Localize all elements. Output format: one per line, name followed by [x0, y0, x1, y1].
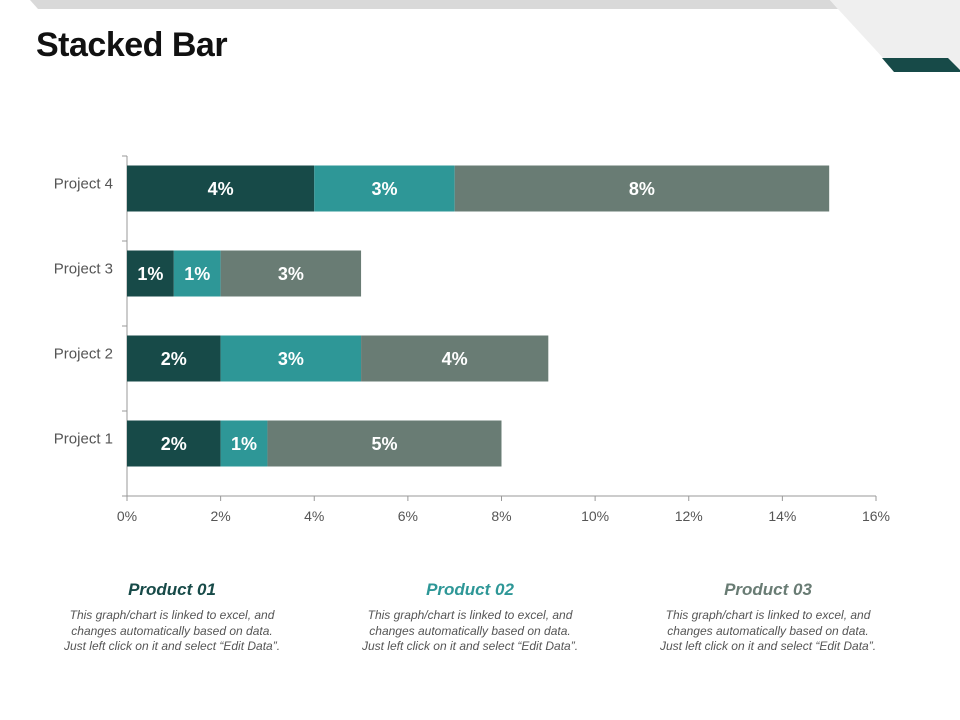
- y-tick-label: Project 3: [54, 261, 113, 278]
- bar-segment: [173, 250, 221, 297]
- bar-data-label: 1%: [231, 434, 257, 454]
- product-01-description: This graph/chart is linked to excel, and…: [63, 608, 281, 653]
- x-tick-label: 10%: [581, 508, 609, 524]
- bar-data-label: 5%: [371, 434, 397, 454]
- x-tick-label: 12%: [675, 508, 703, 524]
- page-title: Stacked Bar: [36, 26, 228, 64]
- header-stripe-light: [830, 0, 960, 72]
- product-01-block: Product 01 This graph/chart is linked to…: [62, 580, 282, 655]
- x-tick-label: 14%: [768, 508, 796, 524]
- bar-segment: [314, 165, 455, 212]
- bar-data-label: 2%: [161, 434, 187, 454]
- bar-data-label: 3%: [371, 179, 397, 199]
- bar-data-label: 3%: [278, 349, 304, 369]
- bar-segment: [127, 165, 315, 212]
- product-03-description: This graph/chart is linked to excel, and…: [659, 608, 877, 653]
- bar-segment: [220, 250, 362, 297]
- y-tick-label: Project 1: [54, 431, 113, 448]
- bar-segment: [220, 335, 362, 382]
- bar-segment: [127, 250, 174, 297]
- bar-segment: [361, 335, 549, 382]
- bar-data-label: 4%: [442, 349, 468, 369]
- bar-segment: [220, 420, 268, 467]
- x-tick-label: 2%: [211, 508, 231, 524]
- x-tick-label: 8%: [491, 508, 511, 524]
- x-tick-label: 4%: [304, 508, 324, 524]
- product-02-title: Product 02: [426, 580, 514, 599]
- product-01-title: Product 01: [128, 580, 216, 599]
- header-decoration: [30, 0, 960, 72]
- y-tick-label: Project 2: [54, 346, 113, 363]
- x-tick-label: 16%: [862, 508, 890, 524]
- header-stripe-gray: [30, 0, 838, 9]
- bar-data-label: 4%: [208, 179, 234, 199]
- bar-data-label: 1%: [184, 264, 210, 284]
- bar-data-label: 8%: [629, 179, 655, 199]
- bar-data-label: 2%: [161, 349, 187, 369]
- product-03-title: Product 03: [724, 580, 812, 599]
- x-tick-label: 6%: [398, 508, 418, 524]
- bar-data-label: 1%: [137, 264, 163, 284]
- product-03-block: Product 03 This graph/chart is linked to…: [658, 580, 878, 655]
- bar-segment: [267, 420, 502, 467]
- stacked-bar-chart: 0% 2% 4% 6% 8% 10% 12% 14% 16% Project 1 2% 1% 5% Pro…: [54, 155, 890, 524]
- header-accent-bar: [882, 58, 960, 72]
- product-02-block: Product 02 This graph/chart is linked to…: [360, 580, 580, 655]
- bar-segment: [127, 420, 221, 467]
- bar-data-label: 3%: [278, 264, 304, 284]
- bar-segment: [127, 335, 221, 382]
- y-tick-label: Project 4: [54, 176, 113, 193]
- bar-segment: [454, 165, 830, 212]
- x-tick-label: 0%: [117, 508, 137, 524]
- product-02-description: This graph/chart is linked to excel, and…: [361, 608, 579, 653]
